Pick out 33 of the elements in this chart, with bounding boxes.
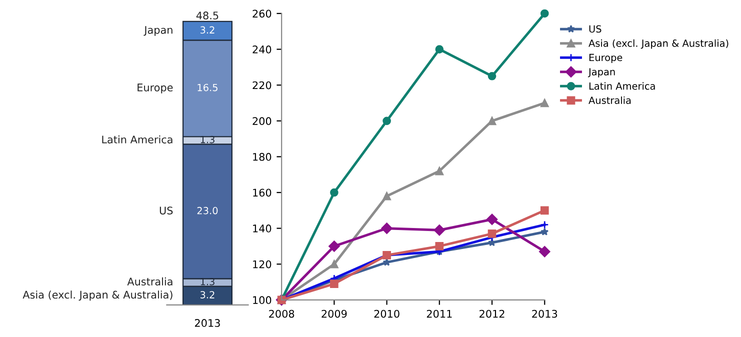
- series-label: US: [160, 206, 173, 214]
- y-tick-label: 200: [252, 117, 272, 126]
- y-tick-label: 120: [253, 260, 272, 268]
- x-tick-label: 2011: [426, 310, 452, 318]
- y-tick-label: 160: [253, 188, 272, 197]
- series-label: Latin America: [102, 135, 172, 144]
- legend-label: Latin America: [589, 82, 655, 90]
- legend-label: Europe: [589, 54, 622, 64]
- legend-label: Australia: [588, 96, 631, 104]
- data-label: 3.2: [200, 26, 214, 34]
- x-tick-label: 2008: [269, 310, 294, 318]
- y-tick-label: 140: [253, 224, 272, 232]
- y-tick-label: 240: [252, 46, 272, 54]
- y-tick-label: 220: [252, 81, 272, 90]
- x-tick-label: 2009: [322, 310, 347, 318]
- x-tick-label: 2013: [532, 310, 558, 318]
- y-tick-label: 180: [253, 152, 272, 161]
- x-tick-label: 2012: [480, 310, 504, 318]
- series-label: Asia (excl. Japan & Australia): [22, 290, 172, 301]
- legend-label: US: [589, 25, 602, 33]
- x-tick-label: 2010: [374, 310, 400, 318]
- series-label: Japan: [144, 26, 172, 36]
- total-label: 48.5: [196, 12, 218, 20]
- y-tick-label: 260: [252, 10, 272, 18]
- series-label: Australia: [127, 277, 172, 286]
- data-label: 3.2: [200, 291, 214, 298]
- series-label: Europe: [138, 84, 173, 94]
- legend-label: Japan: [588, 68, 615, 78]
- data-label: 23.0: [197, 206, 218, 214]
- x-tick-label: 2013: [194, 319, 220, 327]
- data-label: 16.5: [198, 84, 218, 92]
- legend-label: Asia (excl. Japan & Australia): [588, 39, 728, 49]
- y-tick-label: 100: [253, 296, 272, 304]
